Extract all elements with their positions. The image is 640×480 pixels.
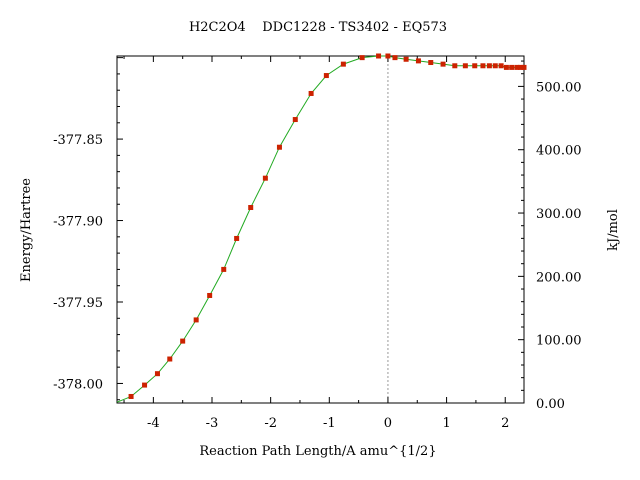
- y2-tick-label: 0.00: [536, 397, 565, 412]
- data-point: [262, 175, 268, 181]
- plot-frame: [116, 55, 525, 404]
- data-point: [234, 235, 240, 241]
- y2-axis-label: kJ/mol: [606, 209, 621, 251]
- data-point: [323, 73, 329, 79]
- y2-tick-label: 400.00: [536, 144, 582, 159]
- data-point: [452, 63, 458, 69]
- x-tick-label: -1: [323, 416, 336, 431]
- data-point: [376, 53, 382, 59]
- data-point: [167, 356, 173, 362]
- data-point: [503, 64, 509, 70]
- y-tick-label: -377.90: [53, 215, 103, 230]
- x-tick-label: 0: [384, 416, 392, 431]
- y-axis-label: Energy/Hartree: [19, 178, 34, 282]
- data-point: [308, 90, 314, 96]
- data-point: [292, 117, 298, 123]
- data-point: [359, 55, 365, 61]
- y-tick-label: -377.95: [53, 296, 103, 311]
- data-point: [128, 393, 134, 399]
- data-point: [248, 205, 254, 211]
- data-markers: [128, 53, 527, 399]
- data-point: [472, 63, 478, 69]
- y-tick-label: -378.00: [53, 377, 103, 392]
- energy-curve: [116, 55, 524, 403]
- x-tick-label: 1: [442, 416, 450, 431]
- y2-ticks: 0.00 100.00 200.00 300.00 400.00 500.00: [518, 60, 582, 412]
- data-point: [193, 317, 199, 323]
- data-point: [392, 55, 398, 61]
- y2-tick-label: 200.00: [536, 270, 582, 285]
- data-point: [514, 64, 520, 70]
- data-point: [403, 56, 409, 62]
- data-point: [521, 64, 527, 70]
- y2-tick-label: 300.00: [536, 207, 582, 222]
- data-point: [385, 53, 391, 59]
- x-tick-label: 2: [501, 416, 509, 431]
- data-point: [180, 338, 186, 344]
- x-tick-label: -3: [206, 416, 219, 431]
- data-point: [340, 61, 346, 67]
- data-point: [415, 58, 421, 64]
- data-point: [428, 60, 434, 66]
- data-point: [440, 61, 446, 67]
- y2-tick-label: 100.00: [536, 334, 582, 349]
- x-ticks: -4 -3 -2 -1 0 1 2: [123, 56, 509, 431]
- data-point: [462, 63, 468, 69]
- y2-tick-label: 500.00: [536, 80, 582, 95]
- data-point: [276, 144, 282, 150]
- y-tick-label: -377.85: [53, 133, 103, 148]
- y-ticks: -378.00 -377.95 -377.90 -377.85: [53, 57, 123, 401]
- data-point: [221, 266, 227, 272]
- data-point: [486, 63, 492, 69]
- data-point: [154, 371, 160, 377]
- data-point: [509, 64, 515, 70]
- data-point: [480, 63, 486, 69]
- x-tick-label: -2: [264, 416, 277, 431]
- chart-title: H2C2O4 DDC1228 - TS3402 - EQ573: [189, 20, 447, 35]
- data-point: [142, 382, 148, 388]
- data-point: [492, 63, 498, 69]
- x-tick-label: -4: [147, 416, 160, 431]
- data-point: [207, 292, 213, 298]
- x-axis-label: Reaction Path Length/A amu^{1/2}: [199, 444, 436, 459]
- data-point: [498, 63, 504, 69]
- data-point: [517, 64, 523, 70]
